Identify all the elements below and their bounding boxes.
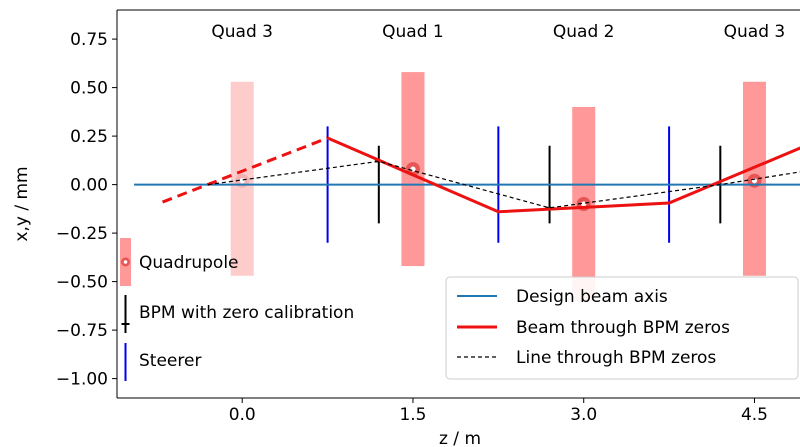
y-tick-label: 0.50 xyxy=(70,79,108,99)
legend-label: Line through BPM zeros xyxy=(516,348,716,368)
y-tick-label: −1.00 xyxy=(56,370,108,390)
series-line-2 xyxy=(161,136,329,204)
legend-label: Steerer xyxy=(139,351,201,371)
x-axis-label: z / m xyxy=(439,429,481,447)
y-tick-label: −0.50 xyxy=(56,273,108,293)
quad-label: Quad 3 xyxy=(211,22,273,42)
y-tick-label: 0.75 xyxy=(70,30,108,50)
legend-label: Design beam axis xyxy=(516,287,668,307)
y-tick-label: −0.25 xyxy=(56,224,108,244)
legend-label: Quadrupole xyxy=(139,253,239,273)
legend-label: BPM with zero calibration xyxy=(139,303,354,323)
y-tick-label: −0.75 xyxy=(56,321,108,341)
legend-label: Beam through BPM zeros xyxy=(516,318,730,338)
quadrupole-offset-center xyxy=(239,178,245,184)
y-tick-label: 0.25 xyxy=(70,127,108,147)
quad-label: Quad 2 xyxy=(553,22,615,42)
quadrupole-offset-center xyxy=(410,166,416,172)
x-tick-label: 3.0 xyxy=(570,405,597,425)
legend-quadrupole-center xyxy=(123,260,128,264)
x-tick-label: 1.5 xyxy=(399,405,426,425)
quad-label: Quad 1 xyxy=(382,22,444,42)
y-tick-label: 0.00 xyxy=(70,176,108,196)
legend-box xyxy=(445,276,799,380)
series-line-3 xyxy=(207,160,800,209)
series-line-1 xyxy=(326,136,800,214)
x-tick-label: 4.5 xyxy=(741,405,768,425)
x-tick-label: 0.0 xyxy=(229,405,256,425)
quad-label: Quad 3 xyxy=(724,22,786,42)
y-axis-label: x,y / mm xyxy=(12,166,32,241)
